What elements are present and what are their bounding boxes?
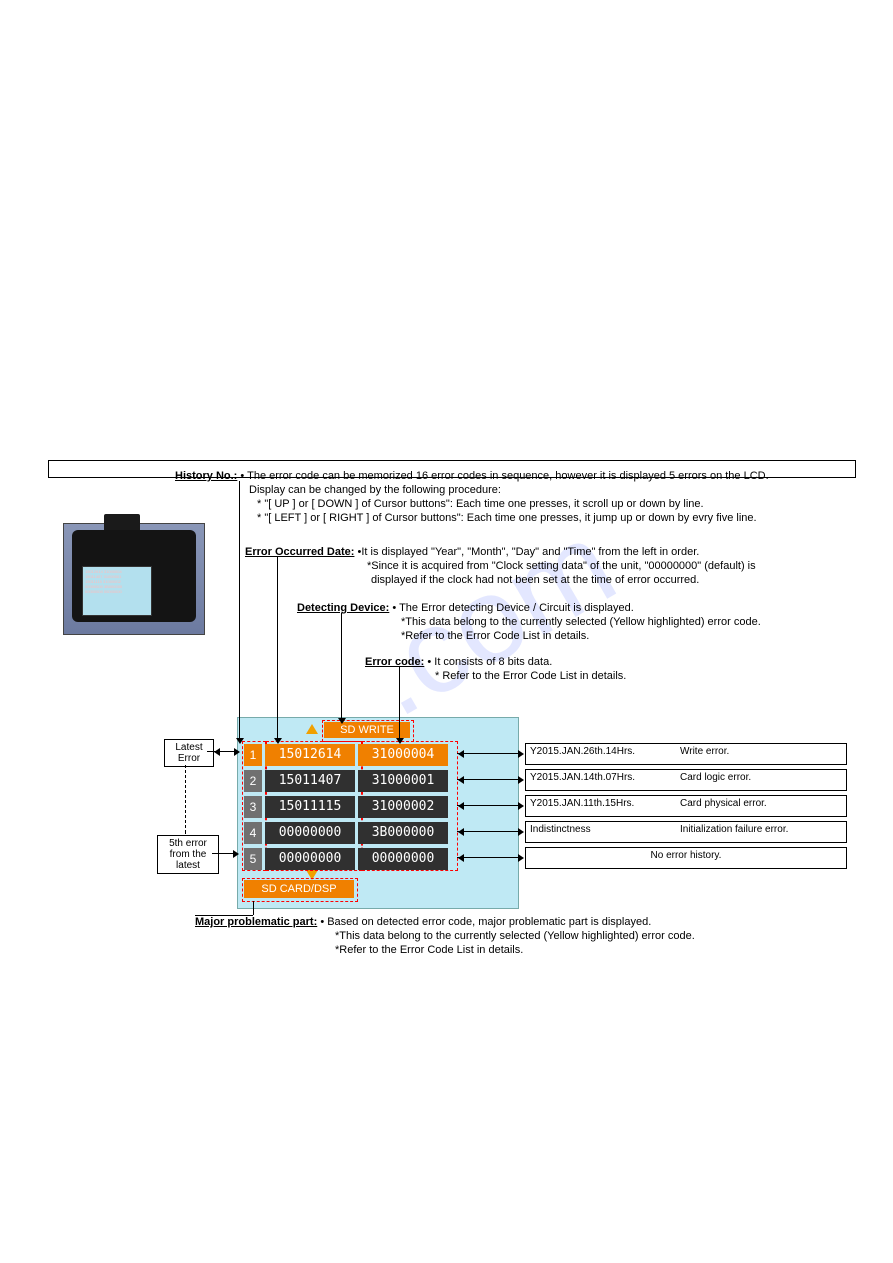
row-date: 00000000 xyxy=(265,848,355,870)
lcd-diagram: SD WRITE SD CARD/DSP 1150126143100000421… xyxy=(237,717,519,909)
date-l1: •It is displayed "Year", "Month", "Day" … xyxy=(358,546,700,558)
major-l2: *This data belong to the currently selec… xyxy=(195,930,695,942)
row-code: 31000004 xyxy=(358,744,448,766)
arrow-latest-l xyxy=(219,751,235,752)
arrow-interp-l xyxy=(463,857,473,858)
arrow-code xyxy=(399,667,400,739)
row-code: 3B000000 xyxy=(358,822,448,844)
interp-desc: Card logic error. xyxy=(680,772,842,790)
arrow-interp-l xyxy=(463,805,473,806)
interp-box: No error history. xyxy=(525,847,847,869)
dash-latest-to-5th xyxy=(185,765,186,833)
interp-box: IndistinctnessInitialization failure err… xyxy=(525,821,847,843)
history-l1: • The error code can be memorized 16 err… xyxy=(240,470,768,482)
detect-l1: • The Error detecting Device / Circuit i… xyxy=(392,602,633,614)
error-date-block: Error Occurred Date: •It is displayed "Y… xyxy=(245,545,756,587)
latest-error-label: Latest Error xyxy=(164,739,214,767)
interp-box: Y2015.JAN.26th.14Hrs.Write error. xyxy=(525,743,847,765)
dash-box-sdcard xyxy=(242,878,358,902)
major-part-block: Major problematic part: • Based on detec… xyxy=(195,915,695,957)
arrow-major-h xyxy=(195,915,253,916)
major-l1: • Based on detected error code, major pr… xyxy=(320,916,651,928)
row-date: 15011407 xyxy=(265,770,355,792)
error-row: 50000000000000000 xyxy=(244,848,451,870)
error-row: 31501111531000002 xyxy=(244,796,451,818)
interp-desc: Card physical error. xyxy=(680,798,842,816)
camera-photo: 15012614 3100000415011407 31000001150111… xyxy=(63,523,205,635)
history-l2: Display can be changed by the following … xyxy=(175,484,501,496)
dash-end xyxy=(185,833,186,834)
history-l4: * "[ LEFT ] or [ RIGHT ] of Cursor butto… xyxy=(175,512,757,524)
interp-date: Y2015.JAN.26th.14Hrs. xyxy=(530,746,680,764)
code-l2: * Refer to the Error Code List in detail… xyxy=(365,670,626,682)
row-index: 3 xyxy=(244,796,262,818)
interp-date: Y2015.JAN.11th.15Hrs. xyxy=(530,798,680,816)
interp-box: Y2015.JAN.14th.07Hrs.Card logic error. xyxy=(525,769,847,791)
error-code-label: Error code: xyxy=(365,656,424,668)
date-l2: *Since it is acquired from "Clock settin… xyxy=(245,560,756,572)
interp-date: Y2015.JAN.14th.07Hrs. xyxy=(530,772,680,790)
row-date: 00000000 xyxy=(265,822,355,844)
row-code: 31000002 xyxy=(358,796,448,818)
arrow-history xyxy=(239,481,240,739)
code-l1: • It consists of 8 bits data. xyxy=(427,656,552,668)
fifth-error-label: 5th error from the latest xyxy=(157,835,219,874)
error-date-label: Error Occurred Date: xyxy=(245,546,354,558)
detecting-block: Detecting Device: • The Error detecting … xyxy=(297,601,761,643)
row-index: 1 xyxy=(244,744,262,766)
history-l3: * "[ UP ] or [ DOWN ] of Cursor buttons"… xyxy=(175,498,704,510)
arrow-interp-l xyxy=(463,831,473,832)
interp-desc: Initialization failure error. xyxy=(680,824,842,842)
interp-desc: No error history. xyxy=(530,850,842,868)
arrow-interp-l xyxy=(463,779,473,780)
major-l3: *Refer to the Error Code List in details… xyxy=(195,944,523,956)
interp-date: Indistinctness xyxy=(530,824,680,842)
interp-desc: Write error. xyxy=(680,746,842,764)
history-no-label: History No.: xyxy=(175,470,237,482)
detect-l2: *This data belong to the currently selec… xyxy=(297,616,761,628)
row-date: 15011115 xyxy=(265,796,355,818)
row-index: 5 xyxy=(244,848,262,870)
error-row: 11501261431000004 xyxy=(244,744,451,766)
camera-lcd: 15012614 3100000415011407 31000001150111… xyxy=(82,566,152,616)
arrow-5th xyxy=(212,853,234,854)
arrow-detect xyxy=(341,613,342,719)
arrow-major-v xyxy=(253,901,254,915)
detecting-label: Detecting Device: xyxy=(297,602,389,614)
history-no-block: History No.: • The error code can be mem… xyxy=(175,469,769,525)
error-code-block: Error code: • It consists of 8 bits data… xyxy=(365,655,626,683)
arrow-interp-l xyxy=(463,753,473,754)
arrow-date xyxy=(277,557,278,739)
row-index: 2 xyxy=(244,770,262,792)
up-arrow-icon xyxy=(306,724,318,734)
interp-box: Y2015.JAN.11th.15Hrs.Card physical error… xyxy=(525,795,847,817)
row-code: 31000001 xyxy=(358,770,448,792)
row-code: 00000000 xyxy=(358,848,448,870)
error-row: 4000000003B000000 xyxy=(244,822,451,844)
row-index: 4 xyxy=(244,822,262,844)
major-part-label: Major problematic part: xyxy=(195,916,317,928)
date-l3: displayed if the clock had not been set … xyxy=(245,574,699,586)
diagram-frame: History No.: • The error code can be mem… xyxy=(48,460,856,478)
row-date: 15012614 xyxy=(265,744,355,766)
error-row: 21501140731000001 xyxy=(244,770,451,792)
